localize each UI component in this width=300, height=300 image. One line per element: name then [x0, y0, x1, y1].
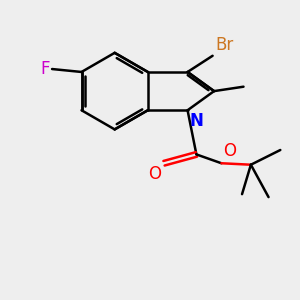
Text: O: O — [148, 165, 161, 183]
Text: Br: Br — [215, 36, 233, 54]
Text: F: F — [40, 60, 50, 78]
Text: N: N — [189, 112, 203, 130]
Text: O: O — [223, 142, 236, 160]
